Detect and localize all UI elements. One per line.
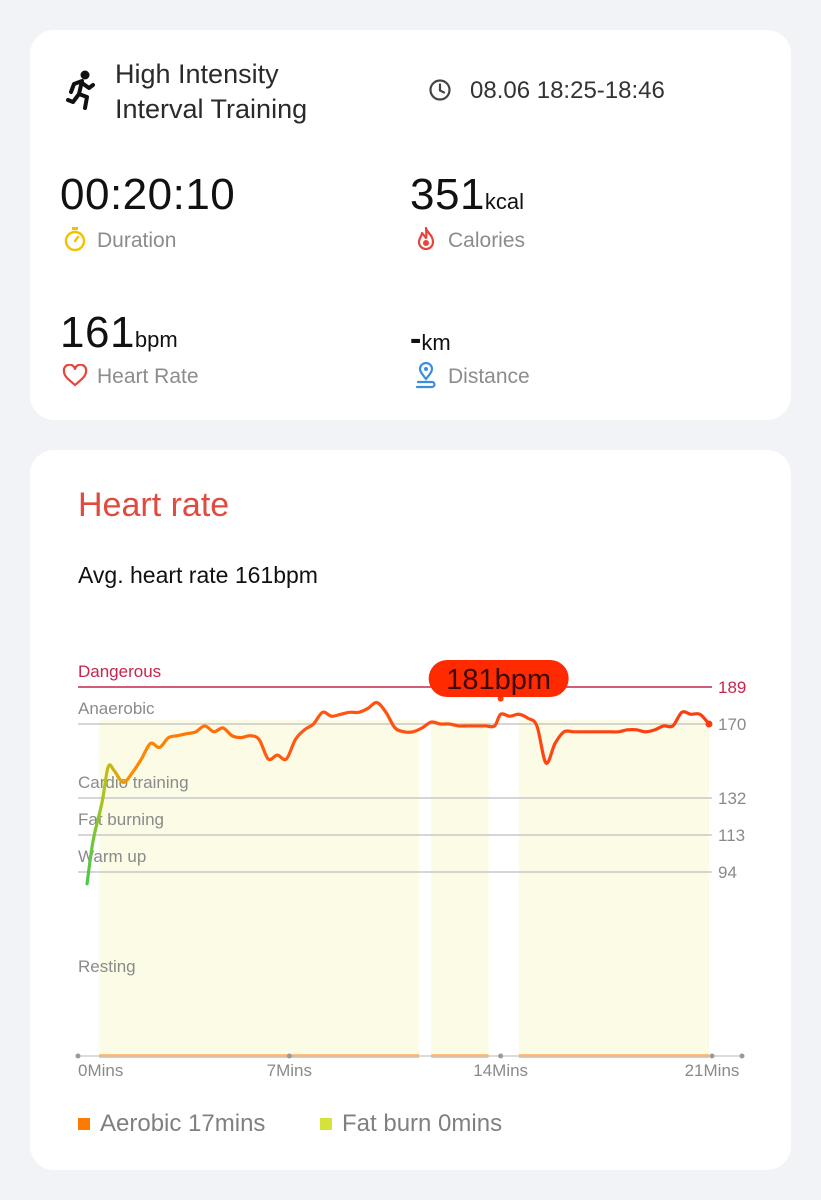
- duration-value: 00:20:10: [60, 170, 236, 219]
- legend-fat-burn-label: Fat burn 0mins: [342, 1110, 503, 1137]
- heart-rate-unit: bpm: [134, 327, 178, 352]
- heart-rate-line: [85, 700, 711, 886]
- heart-rate-chart[interactable]: Dangerous Anaerobic Cardio training Fat bur…: [30, 645, 791, 1085]
- heart-icon: [62, 364, 88, 387]
- duration-label: Duration: [97, 229, 177, 252]
- heart-rate-value: 161: [60, 308, 135, 357]
- aerobic-area-2: [518, 720, 709, 1056]
- workout-title-line2: Interval Training: [115, 94, 308, 124]
- aerobic-area-0: [99, 720, 420, 1056]
- peak-dot: [497, 695, 504, 702]
- zone-label-2: Cardio training: [78, 773, 189, 792]
- aerobic-area-1: [431, 720, 489, 1056]
- zone-label-5: Resting: [78, 957, 136, 976]
- clock-icon: [429, 79, 451, 101]
- distance-unit: km: [421, 330, 451, 355]
- zone-label-1: Anaerobic: [78, 699, 155, 718]
- workout-time-range: 08.06 18:25-18:46: [470, 77, 665, 104]
- flame-icon: [417, 226, 435, 251]
- peak-badge: [428, 660, 569, 697]
- distance-stat: -km: [410, 320, 451, 359]
- x-tick-dot-0: [75, 1053, 81, 1059]
- zone-label-0: Dangerous: [78, 662, 161, 681]
- calories-stat: 351kcal: [410, 170, 524, 220]
- runner-icon: [66, 70, 95, 110]
- workout-title-line1: High Intensity: [115, 59, 279, 89]
- x-tick-label-0: 0Mins: [78, 1061, 123, 1080]
- heart-rate-card: Heart rate Avg. heart rate 161bpm Danger…: [30, 450, 791, 1170]
- x-tick-label-3: 21Mins: [685, 1061, 740, 1080]
- x-tick-label-1: 7Mins: [267, 1061, 312, 1080]
- calories-value: 351: [410, 170, 485, 219]
- avg-heart-rate: Avg. heart rate 161bpm: [78, 562, 318, 588]
- distance-icon: [415, 362, 436, 389]
- peak-label: 181bpm: [446, 664, 551, 696]
- heart-rate-label: Heart Rate: [97, 365, 199, 388]
- legend-aerobic-label: Aerobic 17mins: [100, 1110, 266, 1137]
- y-tick-label-4: 94: [718, 863, 737, 882]
- distance-value: -: [410, 320, 422, 358]
- y-tick-label-3: 113: [718, 826, 745, 845]
- x-tick-dot-1: [286, 1053, 292, 1059]
- heart-rate-stat: 161bpm: [60, 308, 178, 358]
- x-tick-label-2: 14Mins: [473, 1061, 528, 1080]
- legend-aerobic: Aerobic 17mins: [78, 1110, 265, 1138]
- zone-label-4: Warm up: [78, 847, 146, 866]
- workout-summary-card: High Intensity Interval Training 08.06 1…: [30, 30, 791, 420]
- legend-fat-burn: Fat burn 0mins: [320, 1110, 502, 1138]
- stopwatch-icon: [64, 227, 86, 252]
- y-tick-label-2: 132: [718, 789, 746, 808]
- legend-aerobic-swatch: [78, 1118, 90, 1130]
- y-tick-label-1: 170: [718, 715, 746, 734]
- heart-rate-end-dot: [705, 720, 713, 728]
- zone-label-3: Fat burning: [78, 810, 164, 829]
- calories-label: Calories: [448, 229, 526, 252]
- legend-fat-burn-swatch: [320, 1118, 332, 1130]
- distance-label: Distance: [448, 365, 530, 388]
- x-tick-dot-2: [498, 1053, 504, 1059]
- x-tick-dot-3: [709, 1053, 715, 1059]
- y-tick-label-0: 189: [718, 678, 746, 697]
- x-axis-end-dot: [739, 1053, 745, 1059]
- heart-rate-title: Heart rate: [78, 486, 230, 524]
- calories-unit: kcal: [484, 189, 525, 214]
